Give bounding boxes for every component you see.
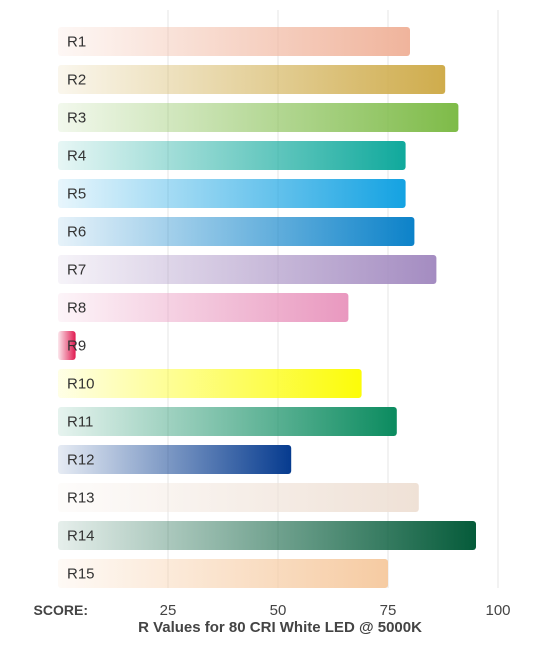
bar-label-r15: R15 [67, 566, 95, 583]
x-tick-label: 100 [485, 602, 510, 619]
x-tick-label: 25 [160, 602, 177, 619]
chart-title: R Values for 80 CRI White LED @ 5000K [138, 619, 422, 636]
bar-r13 [58, 483, 419, 512]
bar-label-r1: R1 [67, 34, 86, 51]
bar-label-r6: R6 [67, 224, 86, 241]
bar-r15 [58, 559, 388, 588]
bar-r4 [58, 141, 406, 170]
bar-r2 [58, 65, 446, 94]
bar-label-r9: R9 [67, 338, 86, 355]
score-axis-label: SCORE: [34, 602, 88, 618]
bar-r5 [58, 179, 406, 208]
bar-label-r7: R7 [67, 262, 86, 279]
bar-r12 [58, 445, 292, 474]
bar-label-r11: R11 [67, 414, 93, 431]
x-tick-label: 50 [270, 602, 287, 619]
bar-label-r10: R10 [67, 376, 95, 393]
bar-r6 [58, 217, 415, 246]
x-tick-label: 75 [380, 602, 397, 619]
bar-r11 [58, 407, 397, 436]
bar-r9 [58, 331, 76, 360]
bar-label-r5: R5 [67, 186, 86, 203]
bar-r10 [58, 369, 362, 398]
bar-label-r14: R14 [67, 528, 95, 545]
bar-r8 [58, 293, 349, 322]
bars: R1 R2 R3 R4 R5 R6 R7 R8 R9 R10 R11 R12 R13 R14 R15 [58, 27, 476, 588]
bar-label-r3: R3 [67, 110, 86, 127]
bar-label-r2: R2 [67, 72, 86, 89]
bar-r3 [58, 103, 459, 132]
bar-r7 [58, 255, 437, 284]
bar-r14 [58, 521, 476, 550]
bar-label-r13: R13 [67, 490, 95, 507]
x-axis: SCORE: 25 50 75 100 [34, 602, 511, 619]
bar-label-r4: R4 [67, 148, 86, 165]
bar-label-r12: R12 [67, 452, 95, 469]
bar-label-r8: R8 [67, 300, 86, 317]
bar-r1 [58, 27, 410, 56]
